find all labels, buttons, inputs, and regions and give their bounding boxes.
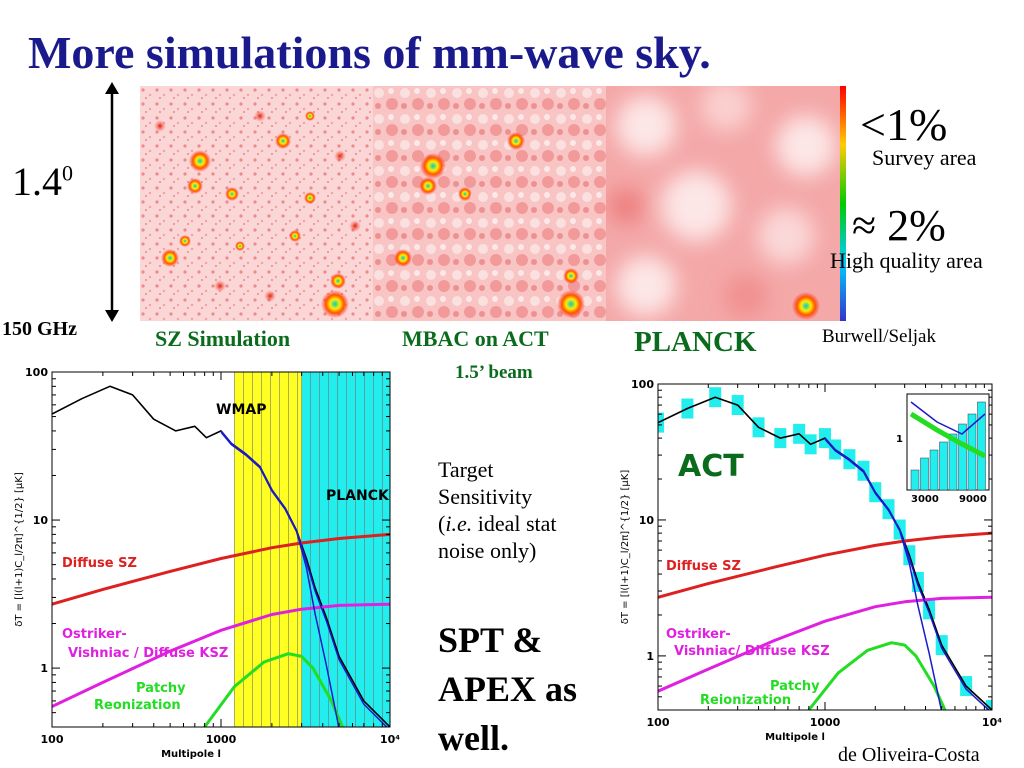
x-tick-label: 10⁴ — [982, 716, 1002, 729]
inset-bar — [939, 441, 948, 491]
x-axis-label: Multipole l — [765, 732, 825, 743]
y-axis-label: δT = [l(l+1)C_l/2π]^{1/2} [μK] — [620, 470, 631, 625]
scale-arrow — [105, 82, 119, 322]
x-tick-label: 100 — [647, 716, 670, 729]
series-label-reonization: Reonization — [94, 698, 181, 713]
y-axis-label: δT = [l(l+1)C_l/2π]^{1/2} [μK] — [14, 472, 25, 627]
inset-green-band — [909, 411, 987, 459]
power-spectrum-chart-wmap-planck: 100 1000 10⁴ 100 10 1 Multipole l δT = [l(l+1)C… — [14, 366, 400, 760]
series-2-line — [52, 602, 390, 708]
series-label-patchy: Patchy — [770, 679, 820, 694]
plot-area — [658, 387, 992, 710]
series-label-ostriker: Ostriker- — [62, 627, 127, 642]
y-tick-label: 10 — [33, 514, 49, 527]
x-axis-label: Multipole l — [161, 749, 221, 760]
series-1-line — [658, 531, 992, 599]
credit-de-oliveira-costa: de Oliveira-Costa — [838, 744, 980, 766]
series-label-diffuse-sz: Diffuse SZ — [666, 559, 741, 574]
frequency-label: 150 GHz — [2, 318, 77, 340]
target-sensitivity-line3: (i.e. ideal stat — [438, 511, 557, 536]
x-tick-label: 1000 — [206, 733, 237, 746]
map-beam-label: 1.5’ beam — [455, 362, 533, 383]
band-label-planck: PLANCK — [326, 488, 390, 504]
inset-x-tick-label: 3000 — [911, 494, 939, 505]
page-title: More simulations of mm-wave sky. — [28, 27, 711, 78]
series-label-patchy: Patchy — [136, 681, 186, 696]
map-label-act: MBAC on ACT — [402, 326, 549, 351]
quality-area-label: High quality area — [830, 248, 983, 273]
series-label-diffuse-sz: Diffuse SZ — [62, 556, 137, 571]
color-scale-bar — [840, 86, 846, 321]
inset-bar — [929, 449, 939, 491]
planck-map — [606, 86, 840, 321]
series-3-line — [807, 641, 947, 710]
series-label-vishniac: Vishniac / Diffuse KSZ — [68, 646, 228, 661]
sz-simulation-map — [140, 86, 373, 321]
angle-label: 1.40 — [12, 159, 73, 204]
y-tick-label: 10 — [639, 514, 655, 527]
y-tick-label: 100 — [25, 366, 48, 379]
target-sensitivity-text: Target Sensitivity (i.e. ideal stat nois… — [438, 457, 557, 563]
mbac-act-map — [373, 86, 606, 321]
series-3-line — [203, 652, 345, 727]
quality-area-value: ≈ 2% — [852, 201, 946, 250]
credit-burwell-seljak: Burwell/Seljak — [822, 326, 936, 347]
x-tick-label: 10⁴ — [380, 733, 400, 746]
error-box — [658, 412, 664, 433]
y-tick-label: 100 — [631, 378, 654, 391]
inset-bar — [920, 457, 929, 491]
series-1-line — [52, 532, 390, 606]
series-2-line — [658, 595, 992, 693]
inset-y-tick-label: 1 — [896, 434, 903, 445]
inset-bar — [910, 469, 920, 491]
inset-model-curve — [910, 401, 986, 435]
x-tick-label: 1000 — [810, 716, 841, 729]
act-annotation: ACT — [678, 449, 744, 484]
inset-x-tick-label: 9000 — [959, 494, 987, 505]
survey-area-label: Survey area — [872, 145, 977, 170]
inset-bar — [948, 433, 958, 491]
map-label-sz: SZ Simulation — [155, 326, 291, 351]
error-box — [986, 700, 992, 710]
series-label-ostriker: Ostriker- — [666, 627, 731, 642]
series-label-vishniac: Vishniac/ Diffuse KSZ — [674, 644, 830, 659]
y-tick-label: 1 — [646, 650, 654, 663]
series-label-reionization: Reionization — [700, 693, 791, 708]
spt-apex-text: SPT & APEX as well. — [438, 620, 578, 758]
model-curve-steep — [824, 438, 943, 710]
map-label-planck: PLANCK — [634, 326, 757, 358]
inset-bar — [977, 401, 986, 491]
model-curve-steep — [220, 431, 340, 727]
y-tick-label: 1 — [40, 662, 48, 675]
power-spectrum-chart-act: 100 1000 10⁴ 100 10 1 Multipole l δT = [l(l+1)C… — [620, 378, 1002, 743]
survey-area-value: <1% — [860, 99, 948, 150]
plot-area — [52, 372, 390, 727]
inset-bar — [958, 423, 967, 491]
band-label-wmap: WMAP — [216, 402, 266, 418]
x-tick-label: 100 — [41, 733, 64, 746]
